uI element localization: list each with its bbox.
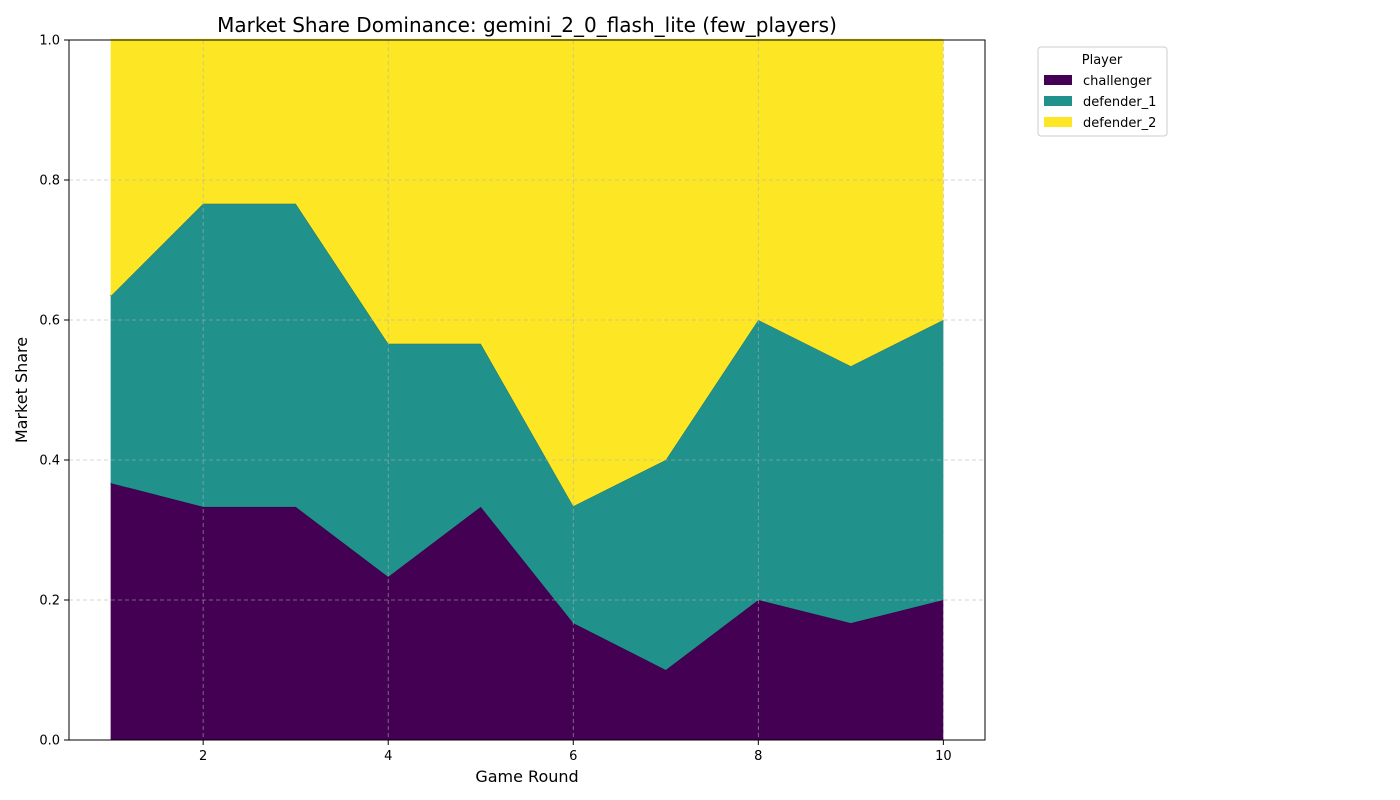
legend: Player challenger defender_1 defender_2 — [1037, 46, 1168, 137]
area-challenger — [110, 483, 944, 740]
plot-area: 2 4 6 8 10 0.0 0.2 0.4 0.6 0.8 1.0 — [39, 34, 985, 764]
x-tick-label: 4 — [384, 749, 392, 764]
x-tick-label: 10 — [935, 749, 952, 764]
legend-label-challenger: challenger — [1083, 74, 1152, 89]
y-tick-label: 0.2 — [39, 594, 60, 609]
y-tick-label: 1.0 — [39, 34, 60, 49]
x-tick-label: 2 — [199, 749, 207, 764]
y-axis-label: Market Share — [12, 337, 31, 443]
y-tick-label: 0.8 — [39, 174, 60, 189]
legend-title: Player — [1082, 53, 1123, 68]
legend-swatch-defender_2 — [1044, 117, 1072, 127]
y-tick-label: 0.6 — [39, 314, 60, 329]
legend-box — [1037, 46, 1168, 137]
legend-swatch-defender_1 — [1044, 96, 1072, 106]
x-axis-label: Game Round — [475, 767, 578, 786]
plot-frame — [68, 39, 986, 741]
legend-label-defender_2: defender_2 — [1083, 116, 1156, 131]
legend-label-defender_1: defender_1 — [1083, 95, 1156, 110]
x-tick-label: 8 — [754, 749, 762, 764]
y-tick-label: 0.4 — [39, 454, 60, 469]
y-tick-label: 0.0 — [39, 734, 60, 749]
area-defender_1 — [110, 203, 944, 671]
area-defender_2 — [110, 40, 944, 507]
x-tick-label: 6 — [569, 749, 577, 764]
legend-swatch-challenger — [1044, 75, 1072, 85]
chart-title: Market Share Dominance: gemini_2_0_flash… — [217, 13, 837, 37]
